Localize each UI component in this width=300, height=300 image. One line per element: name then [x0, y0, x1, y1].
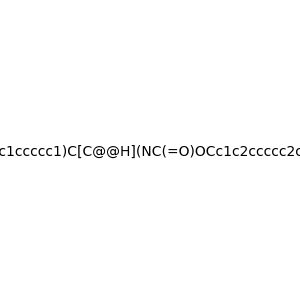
Text: O=C(OCc1ccccc1)C[C@@H](NC(=O)OCc1c2ccccc2c2ccccc12: O=C(OCc1ccccc1)C[C@@H](NC(=O)OCc1c2ccccc… [0, 145, 300, 158]
